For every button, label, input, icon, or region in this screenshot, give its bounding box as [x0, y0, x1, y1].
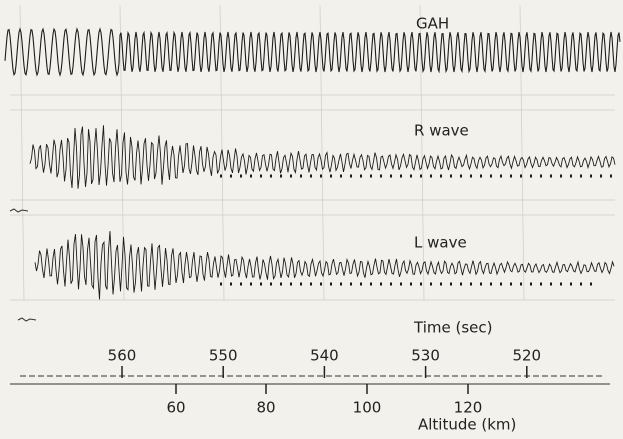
trace-label: GAH: [416, 15, 449, 33]
altitude-tick-label: 100: [353, 399, 382, 417]
r-wave-trace: [29, 125, 616, 189]
marker: [9, 208, 29, 213]
time-tick-label: 520: [512, 347, 541, 365]
time-tick-label: 530: [411, 347, 440, 365]
altitude-axis-label: Altitude (km): [418, 416, 516, 434]
grid-line: [19, 4, 25, 301]
wave-traces: [4, 27, 621, 300]
gah-trace: [4, 27, 621, 77]
time-tick-label: 540: [310, 347, 339, 365]
marker: [17, 317, 37, 322]
grid-line: [119, 4, 125, 301]
l-wave-trace: [34, 231, 615, 300]
grid-line: [419, 4, 425, 301]
altitude-tick-label: 120: [454, 399, 483, 417]
time-axis-label: Time (sec): [413, 319, 492, 337]
trace-label: L wave: [414, 234, 467, 252]
time-tick-label: 550: [209, 347, 238, 365]
trace-label: R wave: [414, 122, 469, 140]
altitude-tick-label: 60: [166, 399, 185, 417]
time-tick-label: 560: [108, 347, 137, 365]
altitude-tick-label: 80: [256, 399, 275, 417]
grid-line: [319, 4, 325, 301]
